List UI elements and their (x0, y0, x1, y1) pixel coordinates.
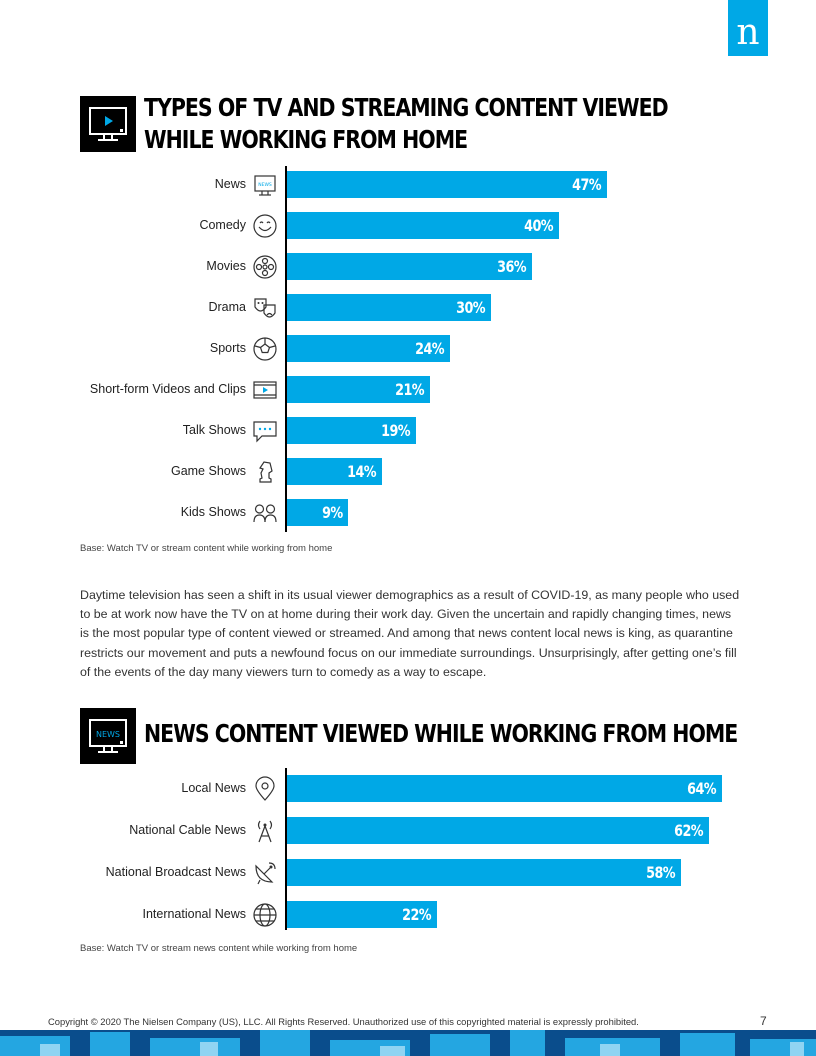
bar-movies: 36% (287, 253, 532, 280)
category-label: Game Shows (170, 464, 246, 478)
bar-value-label: 14% (347, 462, 377, 481)
kids-icon (253, 504, 277, 523)
chart-row-comedy: Comedy 40% (0, 212, 816, 239)
bar-value-label: 22% (401, 905, 431, 924)
soccer-ball-icon (253, 337, 277, 361)
bar-comedy: 40% (287, 212, 559, 239)
chart-row-talk-shows: Talk Shows 19% (0, 417, 816, 444)
nielsen-logo: n (728, 0, 768, 56)
bar-local-news: 64% (287, 775, 723, 802)
body-paragraph: Daytime television has seen a shift in i… (80, 586, 740, 682)
category-label: Short-form Videos and Clips (89, 382, 246, 396)
section-1-title: TYPES OF TV AND STREAMING CONTENT VIEWED… (144, 92, 669, 156)
chart-row-national-cable-news: National Cable News 62% (0, 817, 816, 844)
section-1-title-line1: TYPES OF TV AND STREAMING CONTENT VIEWED (144, 93, 669, 122)
news-tv-icon-text: NEWS (96, 730, 120, 739)
bar-value-label: 19% (381, 421, 411, 440)
film-strip-icon (253, 381, 277, 399)
decorative-strip (0, 1030, 816, 1056)
chart-1-axis (285, 166, 287, 532)
tv-news-icon: NEWS (254, 175, 276, 196)
bar-news: 47% (287, 171, 607, 198)
chart-row-drama: Drama 30% (0, 294, 816, 321)
category-label: Comedy (199, 218, 246, 232)
bar-game-shows: 14% (287, 458, 383, 485)
bar-value-label: 9% (321, 503, 343, 522)
chart-row-international-news: International News 22% (0, 901, 816, 928)
chart-2-axis (285, 768, 287, 930)
bar-value-label: 21% (395, 380, 424, 399)
category-label: News (214, 177, 246, 191)
bar-value-label: 64% (687, 779, 717, 798)
bar-value-label: 30% (456, 298, 485, 317)
bar-short-form-videos-and-clips: 21% (287, 376, 430, 403)
theater-masks-icon (254, 298, 276, 318)
bar-value-label: 62% (673, 821, 703, 840)
category-label: National Cable News (129, 823, 246, 837)
chart-row-national-broadcast-news: National Broadcast News 58% (0, 859, 816, 886)
chart-row-movies: Movies 36% (0, 253, 816, 280)
tv-play-icon (80, 96, 136, 152)
bar-value-label: 58% (646, 863, 676, 882)
speech-bubble-icon (253, 421, 277, 443)
category-label: Sports (209, 341, 246, 355)
category-label: Movies (206, 259, 246, 273)
news-content-bar-chart: Local News 64% National Cable News 62% Natio… (0, 768, 816, 930)
bar-drama: 30% (287, 294, 491, 321)
body-paragraph-text: Daytime television has seen a shift in i… (80, 588, 740, 679)
chart-row-news: News NEWS 47% (0, 171, 816, 198)
news-tv-icon: NEWS (80, 708, 136, 764)
category-label: Kids Shows (180, 505, 246, 519)
section-2-title: NEWS CONTENT VIEWED WHILE WORKING FROM H… (144, 719, 738, 748)
film-reel-icon (253, 255, 277, 279)
bar-sports: 24% (287, 335, 451, 362)
antenna-tower-icon (257, 820, 273, 843)
category-label: National Broadcast News (105, 865, 246, 879)
page-number: 7 (760, 1014, 767, 1028)
bar-value-label: 47% (571, 175, 601, 194)
smiley-icon (253, 214, 277, 238)
content-types-bar-chart: News NEWS 47% Comedy 40% Movies 36% Drama 30% Spo… (0, 166, 816, 532)
copyright-footer: Copyright © 2020 The Nielsen Company (US… (48, 1016, 639, 1027)
category-label: Local News (181, 781, 246, 795)
bar-national-broadcast-news: 58% (287, 859, 682, 886)
section-1-base-note: Base: Watch TV or stream content while w… (80, 543, 333, 554)
category-label: Talk Shows (182, 423, 246, 437)
chess-knight-icon (259, 461, 273, 483)
bar-value-label: 36% (497, 257, 526, 276)
satellite-dish-icon (255, 862, 276, 885)
chart-row-sports: Sports 24% (0, 335, 816, 362)
bar-international-news: 22% (287, 901, 437, 928)
chart-row-kids-shows: Kids Shows 9% (0, 499, 816, 526)
bar-kids-shows: 9% (287, 499, 349, 526)
bar-value-label: 40% (524, 216, 553, 235)
chart-row-game-shows: Game Shows 14% (0, 458, 816, 485)
chart-row-local-news: Local News 64% (0, 775, 816, 802)
globe-icon (253, 903, 277, 927)
category-label: International News (142, 907, 246, 921)
section-2-base-note: Base: Watch TV or stream news content wh… (80, 943, 358, 954)
bar-value-label: 24% (415, 339, 445, 358)
location-pin-icon (255, 776, 275, 801)
chart-row-short-form-videos-and-clips: Short-form Videos and Clips 21% (0, 376, 816, 403)
category-label: Drama (208, 300, 246, 314)
bar-talk-shows: 19% (287, 417, 417, 444)
bar-national-cable-news: 62% (287, 817, 709, 844)
section-1-title-line2: WHILE WORKING FROM HOME (144, 125, 468, 154)
svg-text:NEWS: NEWS (258, 182, 272, 188)
